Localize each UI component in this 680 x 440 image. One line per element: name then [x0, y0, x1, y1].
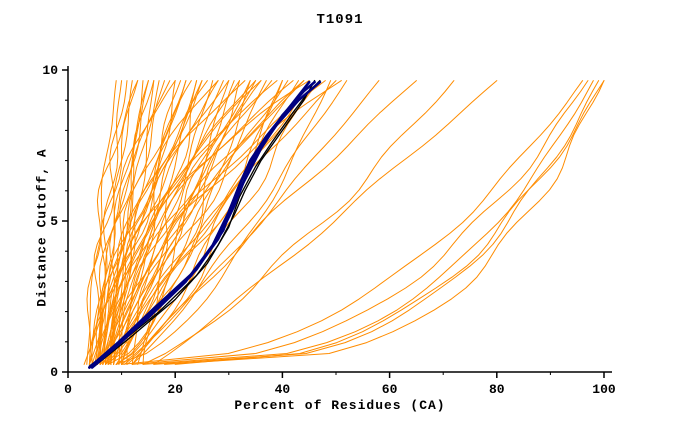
model-curve-orange	[121, 80, 262, 365]
model-curve-black	[94, 79, 321, 367]
model-curve-orange	[109, 80, 219, 365]
model-curve-orange	[115, 80, 283, 365]
x-tick-label: 80	[489, 382, 505, 397]
model-curve-orange	[131, 80, 417, 365]
model-curve-orange	[121, 80, 584, 365]
model-curve-orange	[99, 80, 267, 365]
model-curve-orange	[142, 80, 594, 365]
model-curve-orange	[110, 80, 230, 365]
model-curve-orange	[121, 80, 380, 365]
model-curve-orange	[105, 80, 224, 365]
model-curve-orange	[118, 80, 262, 365]
model-curve-orange	[102, 80, 246, 365]
model-curve-orange	[86, 80, 139, 365]
model-curve-orange	[98, 80, 176, 365]
model-curve-orange	[115, 80, 240, 365]
model-curve-orange	[131, 80, 348, 365]
model-curve-orange	[99, 80, 149, 365]
model-curve-navy	[90, 80, 322, 369]
chart-title: T1091	[316, 12, 364, 28]
model-curve-orange	[121, 80, 337, 365]
model-curve-orange	[164, 80, 605, 365]
x-tick-label: 100	[592, 382, 616, 397]
model-curve-orange	[115, 80, 332, 365]
x-tick-label: 0	[64, 382, 72, 397]
x-tick-label: 60	[382, 382, 398, 397]
model-curve-orange	[110, 80, 278, 365]
model-curve-black	[88, 79, 316, 367]
model-curve-orange	[94, 80, 155, 365]
model-curve-orange	[153, 80, 600, 365]
model-curve-orange	[99, 80, 219, 365]
model-curve-orange	[118, 80, 310, 365]
y-tick-label: 5	[50, 214, 58, 229]
y-tick-label: 0	[50, 365, 58, 380]
model-curve-orange	[131, 80, 305, 365]
model-curve-orange	[105, 80, 187, 365]
model-curve-navy	[88, 80, 316, 369]
model-curve-orange	[95, 80, 139, 365]
model-curve-orange	[94, 80, 165, 365]
model-curve-orange	[88, 80, 257, 365]
x-tick-label: 20	[167, 382, 183, 397]
y-tick-label: 10	[42, 63, 58, 78]
x-tick-label: 40	[275, 382, 291, 397]
model-curve-orange	[174, 80, 605, 365]
model-curve-orange	[153, 80, 498, 365]
x-axis-label: Percent of Residues (CA)	[234, 398, 446, 413]
model-curve-orange	[102, 80, 149, 365]
model-curve-orange	[105, 80, 273, 365]
model-curve-orange	[105, 80, 198, 365]
model-curve-orange	[97, 80, 240, 365]
model-curve-orange	[102, 80, 294, 365]
model-curve-orange	[131, 80, 589, 365]
model-curve-orange	[142, 80, 455, 365]
